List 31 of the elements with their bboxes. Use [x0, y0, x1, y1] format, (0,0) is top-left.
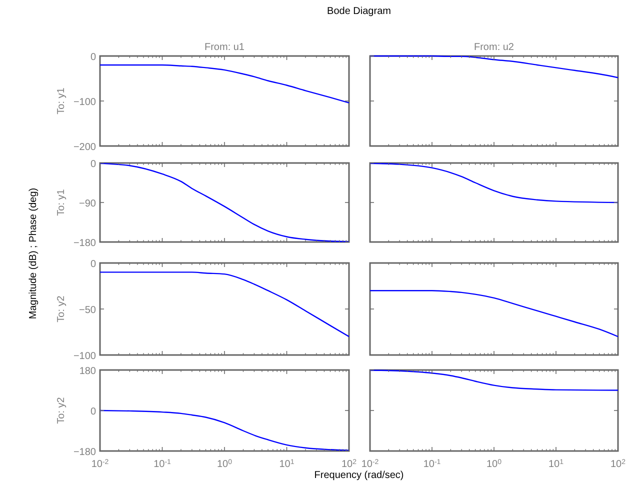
y-tick-label: 180 — [79, 366, 96, 377]
y-tick-label: 0 — [90, 159, 96, 170]
y-tick-label: −50 — [79, 305, 96, 316]
x-tick-label: 10$^{1}$ — [548, 458, 564, 470]
y-axis-title: To: y1 — [56, 87, 67, 114]
y-tick-label: 0 — [90, 406, 96, 418]
y-axis-title: To: y1 — [56, 188, 67, 216]
chart-title: From: u2 — [474, 42, 514, 53]
y-axis-title: To: y2 — [56, 396, 67, 424]
y-tick-label: −100 — [73, 97, 96, 108]
y-axis-title: To: y2 — [56, 295, 67, 322]
x-tick-label: 10$^{-2}$ — [91, 458, 109, 470]
y-tick-label: −180 — [73, 447, 96, 458]
x-tick-label: 10$^{2}$ — [610, 458, 626, 470]
y-tick-label: 0 — [90, 259, 96, 270]
x-tick-label: 10$^{0}$ — [486, 458, 502, 470]
text: Bode Diagram — [327, 6, 391, 17]
y-tick-label: −100 — [73, 351, 96, 362]
x-tick-label: 10$^{-1}$ — [154, 458, 172, 470]
x-tick-label: 10$^{0}$ — [216, 458, 232, 470]
y-tick-label: −200 — [73, 142, 96, 153]
y-tick-label: −180 — [73, 238, 96, 249]
y-tick-label: 0 — [90, 52, 96, 63]
y-tick-label: −90 — [79, 198, 96, 210]
chart-title: From: u1 — [204, 42, 245, 53]
text: Magnitude (dB) ; Phase (deg) — [28, 188, 39, 320]
x-tick-label: 10$^{-2}$ — [361, 458, 379, 470]
text: Frequency (rad/sec) — [314, 470, 404, 481]
x-tick-label: 10$^{1}$ — [279, 458, 294, 470]
x-tick-label: 10$^{-1}$ — [423, 458, 441, 470]
x-tick-label: 10$^{2}$ — [341, 458, 357, 470]
